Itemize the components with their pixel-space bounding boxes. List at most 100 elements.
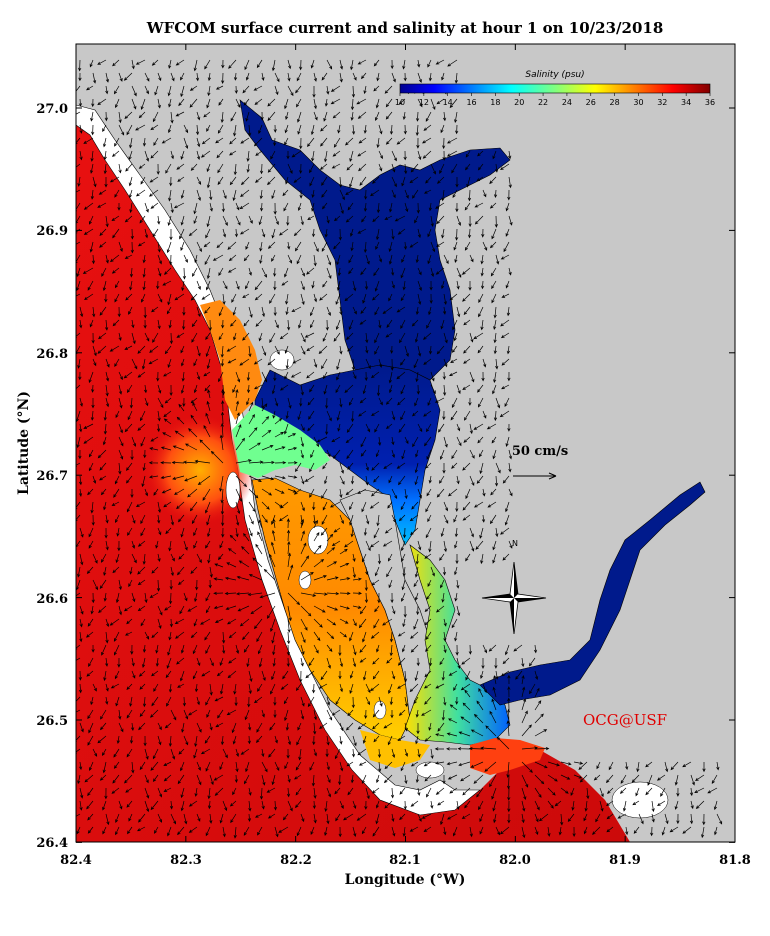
current-arrow <box>376 384 381 397</box>
current-arrow <box>126 800 133 808</box>
current-arrow <box>170 202 174 214</box>
current-arrow <box>352 306 357 315</box>
current-arrow <box>454 631 458 642</box>
current-arrow <box>283 423 289 435</box>
current-arrow <box>529 683 536 695</box>
current-arrow <box>493 306 497 319</box>
current-arrow <box>79 475 83 486</box>
current-arrow <box>170 553 175 562</box>
current-arrow <box>207 787 211 800</box>
current-arrow <box>417 293 422 306</box>
current-arrow <box>352 72 357 81</box>
current-arrow <box>363 85 367 95</box>
current-arrow <box>109 254 120 263</box>
current-arrow <box>502 553 510 561</box>
current-arrow <box>454 527 458 538</box>
current-arrow <box>430 215 434 227</box>
current-arrow <box>123 605 133 612</box>
current-arrow <box>300 423 305 432</box>
current-arrow <box>243 644 250 653</box>
current-arrow <box>467 189 472 202</box>
current-arrow <box>129 267 134 278</box>
current-arrow <box>334 787 341 795</box>
current-arrow <box>360 306 367 315</box>
current-arrow <box>312 501 316 511</box>
current-arrow <box>274 345 280 355</box>
current-arrow <box>426 787 432 798</box>
current-arrow <box>384 527 393 534</box>
current-arrow <box>378 254 383 263</box>
current-arrow <box>425 176 432 184</box>
current-arrow <box>77 566 81 578</box>
current-arrow <box>164 397 172 404</box>
current-arrow <box>256 631 263 643</box>
current-arrow <box>91 644 95 653</box>
current-arrow <box>373 59 380 67</box>
current-arrow <box>79 631 83 643</box>
current-arrow <box>332 150 341 157</box>
current-arrow <box>157 241 161 253</box>
current-arrow <box>248 722 252 731</box>
current-arrow <box>137 423 146 431</box>
current-arrow <box>538 813 549 822</box>
current-arrow <box>190 414 198 425</box>
current-arrow <box>286 151 290 160</box>
current-arrow <box>221 388 225 399</box>
current-arrow <box>218 98 224 106</box>
current-arrow <box>86 566 94 575</box>
current-arrow <box>155 657 159 667</box>
current-arrow <box>347 202 354 211</box>
current-arrow <box>273 371 277 382</box>
current-arrow <box>508 150 512 160</box>
current-arrow <box>190 566 198 574</box>
current-arrow <box>338 774 342 786</box>
current-arrow <box>180 150 185 160</box>
current-arrow <box>391 176 397 188</box>
current-arrow <box>423 358 432 365</box>
current-arrow <box>339 683 343 693</box>
current-arrow <box>313 722 317 735</box>
current-arrow <box>209 813 213 824</box>
current-arrow <box>143 735 147 747</box>
current-arrow <box>176 163 185 170</box>
current-arrow <box>140 527 146 537</box>
current-arrow <box>261 345 267 356</box>
current-arrow <box>455 554 459 565</box>
current-arrow <box>232 189 237 202</box>
current-arrow <box>261 429 272 438</box>
current-arrow <box>372 657 380 665</box>
current-arrow <box>345 137 354 146</box>
current-arrow <box>160 446 172 451</box>
current-arrow <box>125 293 133 301</box>
current-arrow <box>441 670 445 681</box>
current-arrow <box>467 228 472 239</box>
current-arrow <box>233 332 237 341</box>
current-arrow <box>206 267 211 280</box>
current-arrow <box>196 189 201 201</box>
current-arrow <box>362 384 367 395</box>
current-arrow <box>283 696 289 705</box>
current-arrow <box>261 460 275 465</box>
current-arrow <box>352 657 357 668</box>
current-arrow <box>500 670 510 677</box>
current-arrow <box>183 813 188 825</box>
current-arrow <box>421 137 432 144</box>
current-arrow <box>386 566 393 578</box>
current-arrow <box>508 462 512 473</box>
current-arrow <box>617 813 627 819</box>
current-arrow <box>105 254 109 264</box>
current-arrow <box>605 774 614 784</box>
current-arrow <box>77 176 81 187</box>
current-arrow <box>362 670 367 681</box>
current-arrow <box>416 202 420 214</box>
current-arrow <box>99 462 107 471</box>
current-arrow <box>460 774 471 782</box>
current-arrow <box>118 800 123 810</box>
current-arrow <box>403 605 407 618</box>
current-arrow <box>326 813 330 825</box>
current-arrow <box>403 800 407 810</box>
current-arrow <box>286 787 291 798</box>
current-arrow <box>247 696 251 708</box>
current-arrow <box>168 683 173 693</box>
current-arrow <box>76 813 81 817</box>
